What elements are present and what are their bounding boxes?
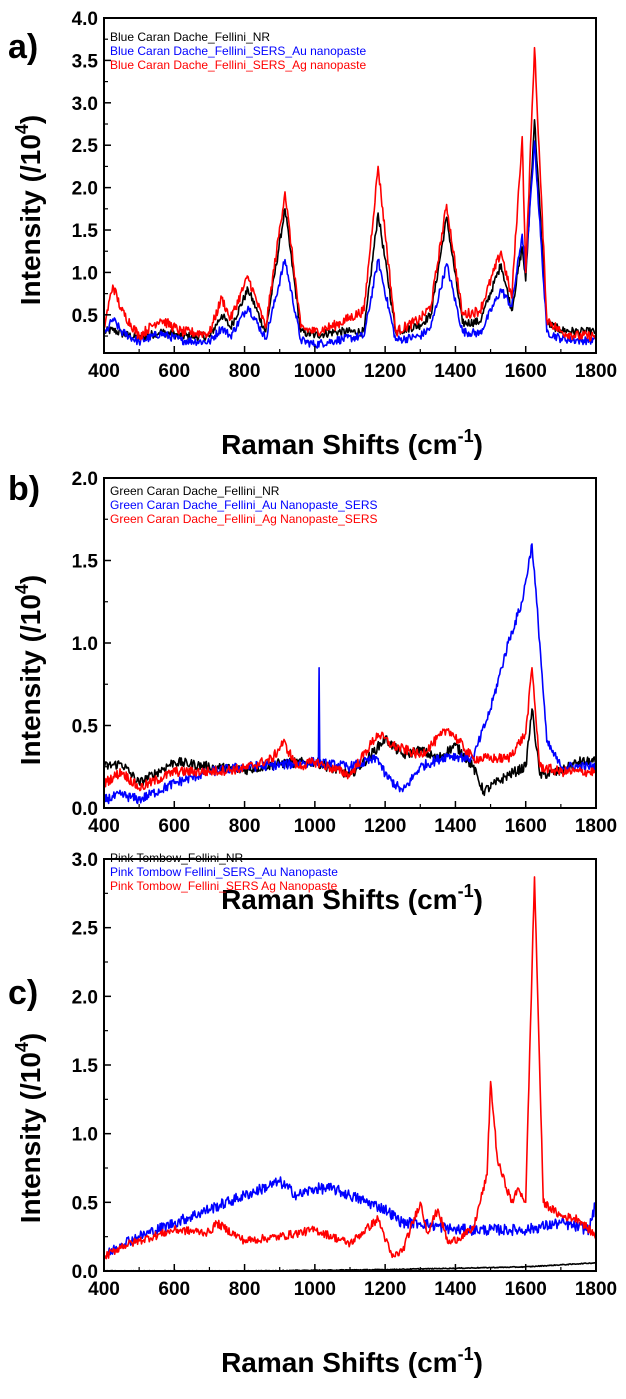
x-tick-label: 600	[158, 1279, 190, 1300]
legend: Green Caran Dache_Fellini_NR Green Caran…	[110, 484, 378, 526]
y-tick-label: 0.5	[72, 306, 99, 327]
legend-entry: Green Caran Dache_Fellini_NR	[110, 484, 280, 498]
y-tick-label: 0.0	[72, 1262, 98, 1283]
plot-frame	[103, 858, 597, 1272]
legend-entry: Green Caran Dache_Fellini_Au Nanopaste_S…	[110, 498, 378, 512]
x-tick-label: 1000	[294, 361, 336, 382]
panel-label: c)	[8, 974, 38, 1012]
y-tick-label: 2.0	[72, 179, 98, 200]
x-tick-label: 800	[229, 361, 261, 382]
x-tick-label: 400	[88, 1279, 120, 1300]
y-axis-title: Intensity (/104)	[12, 115, 46, 306]
y-tick-label: 1.0	[72, 634, 98, 655]
panel-label: b)	[8, 470, 40, 508]
legend: Blue Caran Dache_Fellini_NR Blue Caran D…	[110, 30, 366, 72]
y-tick-label: 3.0	[72, 94, 98, 115]
y-tick-label: 2.0	[72, 987, 98, 1008]
x-tick-label: 1800	[575, 361, 617, 382]
x-axis-title: Raman Shifts (cm-1)	[221, 881, 483, 915]
series-line	[104, 119, 596, 342]
panel-c: c) Intensity (/104) Raman Shifts (cm-1) …	[8, 850, 617, 1378]
series-line	[104, 876, 596, 1260]
y-axis-title: Intensity (/104)	[12, 1033, 46, 1224]
series-line	[104, 1176, 596, 1259]
x-tick-label: 1600	[505, 361, 547, 382]
x-tick-label: 1200	[364, 1279, 406, 1300]
x-tick-label: 1000	[294, 1279, 336, 1300]
y-tick-label: 1.5	[72, 221, 99, 242]
x-tick-label: 800	[229, 1279, 261, 1300]
legend: Pink Tombow_Fellini_NR Pink Tombow Felli…	[110, 851, 338, 893]
x-tick-label: 600	[158, 361, 190, 382]
x-tick-label: 1600	[505, 1279, 547, 1300]
plot-area	[104, 876, 596, 1271]
plot-area	[104, 543, 596, 805]
y-axis-title: Intensity (/104)	[12, 575, 46, 766]
y-tick-label: 0.5	[72, 717, 99, 738]
x-tick-label: 1600	[505, 816, 547, 837]
plot-area	[104, 46, 596, 349]
y-tick-label: 1.5	[72, 552, 99, 573]
legend-entry: Blue Caran Dache_Fellini_NR	[110, 30, 270, 44]
legend-entry: Blue Caran Dache_Fellini_SERS_Ag nanopas…	[110, 58, 366, 72]
y-tick-label: 2.5	[72, 919, 99, 940]
series-line	[104, 667, 596, 792]
x-tick-label: 1800	[575, 816, 617, 837]
x-tick-label: 1200	[364, 361, 406, 382]
panel-label: a)	[8, 28, 38, 66]
y-tick-label: 2.0	[72, 469, 98, 490]
panel-a: a) Intensity (/104) Raman Shifts (cm-1) …	[8, 9, 617, 460]
x-tick-label: 400	[88, 361, 120, 382]
x-tick-label: 1400	[434, 361, 476, 382]
series-line	[104, 46, 596, 342]
plot-frame	[103, 477, 597, 809]
y-tick-label: 4.0	[72, 9, 98, 30]
y-tick-label: 1.5	[72, 1056, 99, 1077]
legend-entry: Green Caran Dache_Fellini_Ag Nanopaste_S…	[110, 512, 378, 526]
y-tick-label: 3.0	[72, 850, 98, 871]
series-line	[104, 543, 596, 805]
x-tick-label: 400	[88, 816, 120, 837]
y-tick-label: 3.5	[72, 51, 99, 72]
panel-b: b) Intensity (/104) Raman Shifts (cm-1) …	[8, 469, 617, 915]
x-tick-label: 1400	[434, 1279, 476, 1300]
legend-entry: Pink Tombow_Fellini_SERS Ag Nanopaste	[110, 879, 338, 893]
legend-entry: Pink Tombow Fellini_SERS_Au Nanopaste	[110, 865, 338, 879]
y-tick-label: 1.0	[72, 1125, 98, 1146]
x-axis-title: Raman Shifts (cm-1)	[221, 426, 483, 460]
y-tick-label: 0.0	[72, 799, 98, 820]
x-tick-label: 1800	[575, 1279, 617, 1300]
x-tick-label: 800	[229, 816, 261, 837]
series-line	[104, 140, 596, 349]
x-tick-label: 1000	[294, 816, 336, 837]
x-tick-label: 600	[158, 816, 190, 837]
x-tick-label: 1200	[364, 816, 406, 837]
y-tick-label: 1.0	[72, 263, 98, 284]
y-tick-label: 0.5	[72, 1193, 99, 1214]
legend-entry: Blue Caran Dache_Fellini_SERS_Au nanopas…	[110, 44, 366, 58]
x-axis-title: Raman Shifts (cm-1)	[221, 1344, 483, 1378]
x-tick-label: 1400	[434, 816, 476, 837]
y-tick-label: 2.5	[72, 136, 99, 157]
